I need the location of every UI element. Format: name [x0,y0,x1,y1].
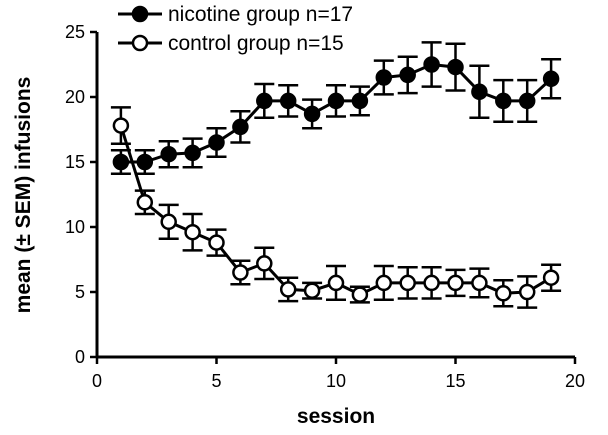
control-data-point [495,285,512,302]
nicotine-data-point [542,70,560,88]
legend-marker [131,5,149,23]
x-axis-title: session [297,405,375,428]
nicotine-data-point [327,92,345,110]
legend-label: nicotine group n=17 [168,3,353,26]
legend-item-control: control group n=15 [118,32,344,55]
axis-ticks: 0 5 10 15 20 0 5 10 15 20 25 [65,22,585,391]
series-layer [110,41,562,309]
nicotine-data-point [136,153,154,171]
x-tick-label: 0 [92,371,102,391]
nicotine-data-point [399,66,416,84]
legend: nicotine group n=17 control group n=15 [118,3,353,55]
control-data-point [303,282,321,299]
control-series [110,106,562,309]
control-data-point [184,223,201,241]
legend-marker [131,34,149,52]
control-data-point [327,274,345,292]
nicotine-data-point [112,153,130,171]
x-tick-label: 15 [445,371,465,391]
nicotine-data-point [279,92,297,110]
legend-item-nicotine: nicotine group n=17 [118,3,353,26]
nicotine-data-point [232,118,249,136]
control-data-point [136,194,154,211]
nicotine-data-point [518,92,536,110]
nicotine-data-point [471,83,488,101]
control-data-point [471,274,488,292]
nicotine-data-point [351,92,369,110]
control-data-point [279,281,297,298]
control-data-point [447,274,464,292]
control-data-point [351,286,369,303]
x-tick-label: 5 [211,371,221,391]
y-tick-label: 5 [75,282,85,302]
y-axis-title: mean (± SEM) infusions [12,77,35,314]
y-tick-label: 15 [65,152,85,172]
nicotine-data-point [184,144,201,162]
legend-label: control group n=15 [168,32,344,55]
nicotine-data-point [160,145,177,163]
nicotine-data-point [447,58,464,76]
y-tick-label: 25 [65,22,85,42]
control-data-point [375,274,393,292]
nicotine-data-point [495,92,512,110]
nicotine-data-point [375,69,393,86]
y-tick-label: 0 [75,347,85,367]
control-data-point [542,269,560,286]
control-data-point [423,274,440,292]
y-tick-label: 20 [65,87,85,107]
nicotine-data-point [303,105,321,123]
nicotine-data-point [256,92,273,110]
control-data-point [112,117,130,134]
control-data-point [160,213,177,231]
x-tick-label: 10 [326,371,346,391]
control-data-point [232,264,249,281]
control-data-point [208,234,225,251]
nicotine-data-point [423,56,440,73]
nicotine-data-point [208,134,225,151]
y-tick-label: 10 [65,217,85,237]
x-tick-label: 20 [565,371,585,391]
control-data-point [256,255,273,272]
control-data-point [518,283,536,301]
control-data-point [399,274,416,292]
nicotine-series [110,41,562,175]
